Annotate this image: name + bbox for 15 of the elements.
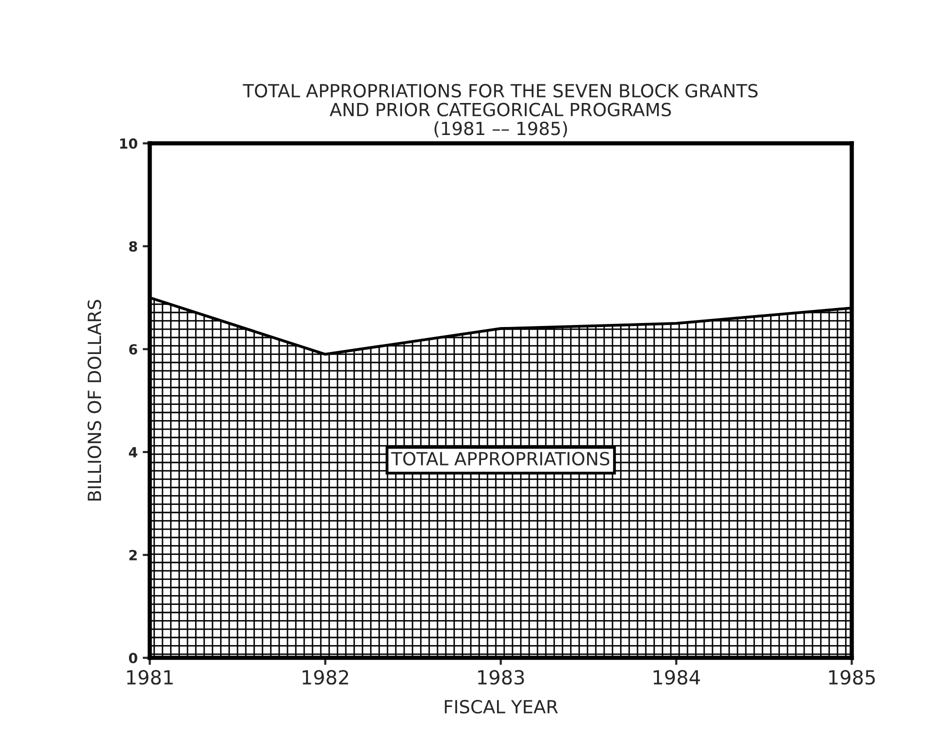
chart-title: TOTAL APPROPRIATIONS FOR THE SEVEN BLOCK GRANTS AND PRIOR CATEGORICAL PROGRAMS (1981 –– 1985) bbox=[242, 84, 758, 138]
y-tick-label: 6 bbox=[129, 344, 138, 355]
x-tick-label: 1985 bbox=[829, 670, 875, 685]
y-axis-title: BILLIONS OF DOLLARS bbox=[88, 300, 102, 501]
x-tick-label: 1984 bbox=[654, 670, 700, 685]
x-tick-label: 1983 bbox=[478, 670, 524, 685]
x-tick-label: 1981 bbox=[127, 670, 173, 685]
y-tick-label: 0 bbox=[128, 652, 138, 664]
x-tick-label: 1982 bbox=[302, 670, 348, 685]
series-label: TOTAL APPROPRIATIONS bbox=[391, 452, 610, 466]
y-tick-label: 4 bbox=[128, 447, 138, 458]
y-tick-label: 8 bbox=[129, 241, 138, 252]
y-tick-label: 2 bbox=[129, 550, 137, 560]
y-tick-label: 10 bbox=[120, 138, 138, 149]
x-axis-title: FISCAL YEAR bbox=[444, 700, 558, 714]
